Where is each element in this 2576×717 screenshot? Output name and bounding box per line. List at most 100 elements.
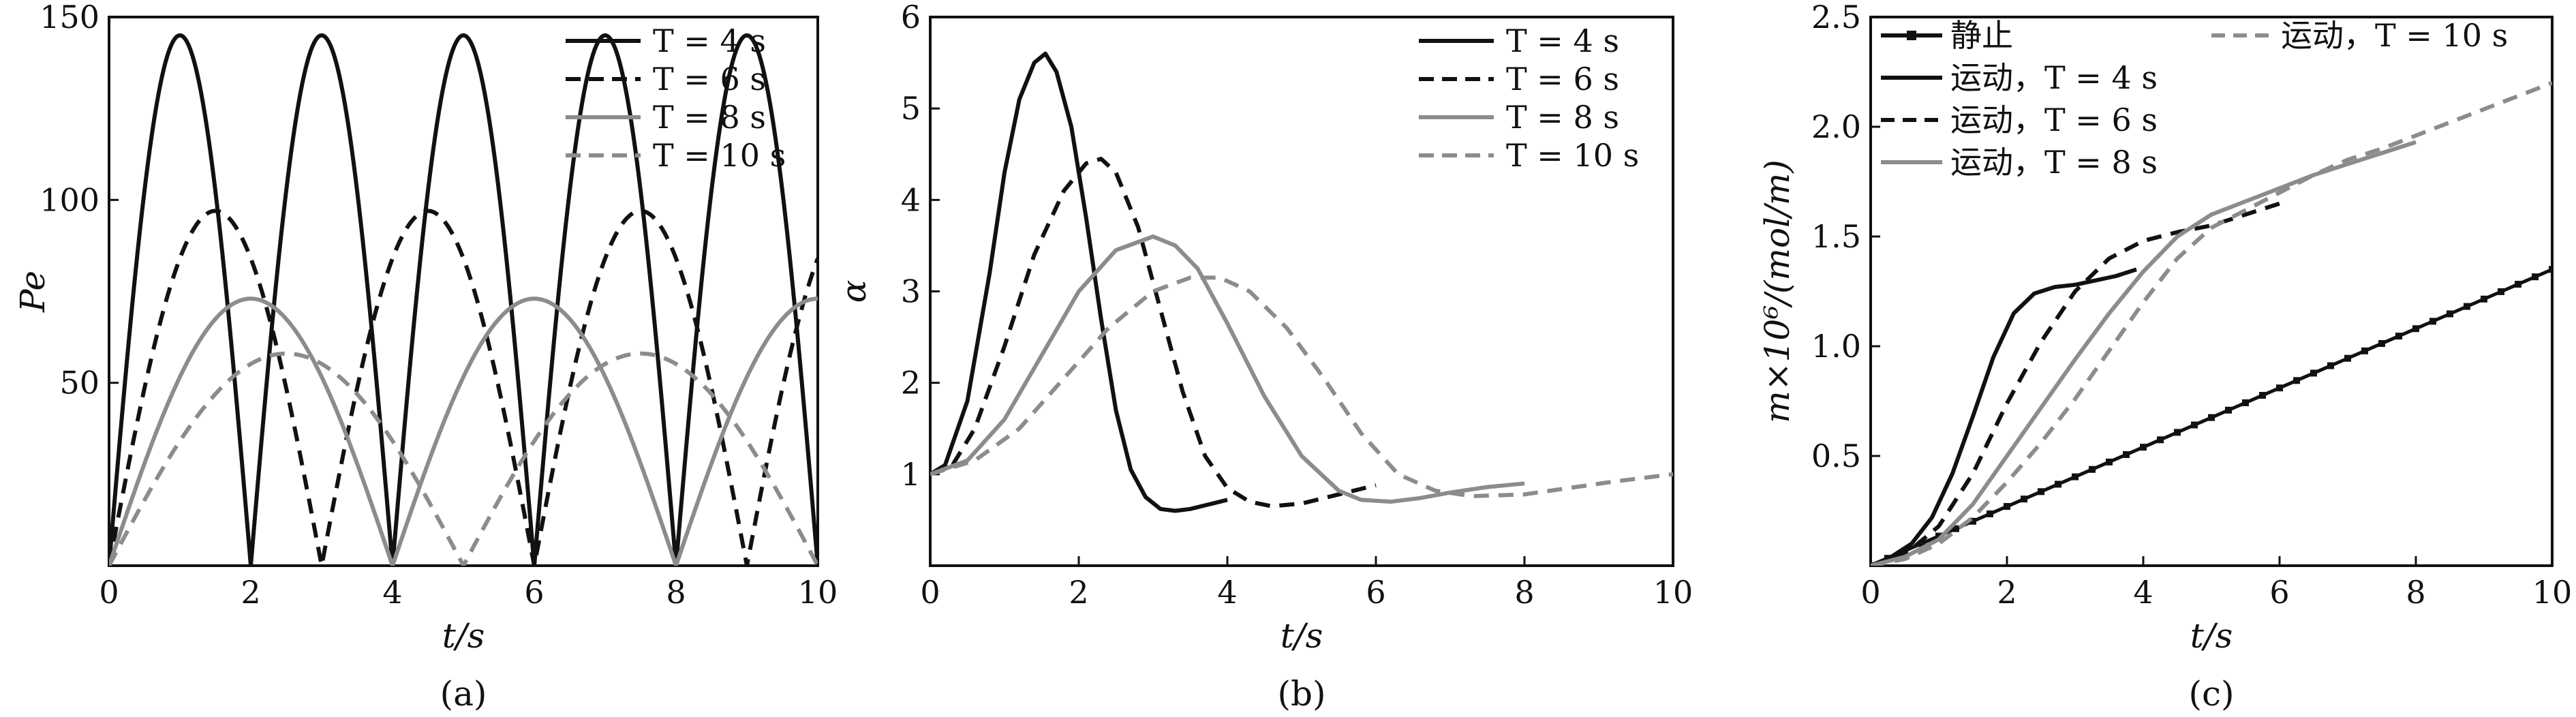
series-marker xyxy=(2038,488,2044,495)
legend: T = 4 sT = 6 sT = 8 sT = 10 s xyxy=(1419,22,1639,174)
legend-label: T = 4 s xyxy=(653,22,766,59)
legend-label: T = 6 s xyxy=(1506,61,1619,97)
series-marker xyxy=(2429,318,2436,325)
x-tick-label: 10 xyxy=(1653,574,1693,611)
panel-caption: (a) xyxy=(440,674,487,714)
x-tick-label: 8 xyxy=(2406,574,2425,611)
series-line xyxy=(109,209,818,566)
series-marker xyxy=(2361,347,2368,354)
x-tick-label: 0 xyxy=(99,574,119,611)
series-marker xyxy=(2464,303,2470,310)
series-marker xyxy=(2549,266,2552,273)
series-line xyxy=(1871,267,2137,566)
series-marker xyxy=(1952,525,1959,532)
x-tick-label: 2 xyxy=(1997,574,2017,611)
series-marker xyxy=(2157,436,2164,444)
legend-label: T = 4 s xyxy=(1506,22,1619,59)
series-marker xyxy=(2174,429,2181,436)
x-tick-label: 0 xyxy=(920,574,940,611)
panel-c: 0 2 4 6 8 10 0.5 1.0 1.5 2.0 2.5 t/s m×10⁶/(mol/m) (c… xyxy=(1758,0,2572,714)
series-line xyxy=(1871,80,2552,566)
series-marker xyxy=(2123,451,2130,458)
x-tick-label: 4 xyxy=(2133,574,2153,611)
x-tick-label: 2 xyxy=(1069,574,1088,611)
legend-label: T = 10 s xyxy=(1506,137,1639,174)
x-tick-label: 6 xyxy=(2269,574,2289,611)
series-marker xyxy=(2004,503,2010,510)
series-marker xyxy=(1987,510,1993,517)
series-marker xyxy=(2072,473,2079,480)
y-tick-label: 0.5 xyxy=(1811,438,1861,474)
legend-label: T = 6 s xyxy=(653,61,766,97)
y-tick-label: 6 xyxy=(901,0,921,35)
x-tick-label: 10 xyxy=(2532,574,2573,611)
x-tick-label: 8 xyxy=(1514,574,1534,611)
x-tick-label: 4 xyxy=(382,574,402,611)
x-tick-label: 10 xyxy=(798,574,838,611)
series-marker xyxy=(2447,310,2453,318)
series-group xyxy=(109,33,818,566)
legend-marker xyxy=(1907,31,1916,40)
legend-label: 运动，T = 8 s xyxy=(1950,144,2158,181)
series-marker xyxy=(2106,458,2113,466)
y-tick-label: 3 xyxy=(901,273,921,310)
series-marker xyxy=(2344,354,2351,362)
series-marker xyxy=(1969,517,1976,525)
panel-caption: (b) xyxy=(1277,674,1325,714)
series-marker xyxy=(2021,495,2027,503)
legend-label: 运动，T = 4 s xyxy=(1950,59,2158,96)
series-marker xyxy=(2481,295,2487,303)
y-tick-label: 2.0 xyxy=(1811,108,1861,145)
y-tick-label: 1.5 xyxy=(1811,218,1861,255)
series-marker xyxy=(2412,325,2419,333)
series-group xyxy=(930,51,1673,513)
series-line xyxy=(930,157,1377,508)
x-tick-label: 8 xyxy=(666,574,686,611)
x-tick-label: 0 xyxy=(1860,574,1880,611)
legend-label: T = 8 s xyxy=(653,99,766,136)
y-tick-label: 1.0 xyxy=(1811,328,1861,365)
series-marker xyxy=(2089,466,2096,473)
series-marker xyxy=(1918,540,1925,547)
panel-caption: (c) xyxy=(2188,674,2234,714)
y-tick-label: 50 xyxy=(59,365,99,401)
series-marker xyxy=(2225,406,2232,414)
series-marker xyxy=(2327,362,2334,369)
x-tick-label: 2 xyxy=(241,574,260,611)
x-tick-label: 6 xyxy=(524,574,544,611)
legend: T = 4 sT = 6 sT = 8 sT = 10 s xyxy=(566,22,786,174)
series-marker xyxy=(2276,384,2283,392)
x-axis-label: t/s xyxy=(1281,616,1323,656)
legend-label: T = 8 s xyxy=(1506,99,1619,136)
series-marker xyxy=(1935,532,1942,540)
y-tick-label: 1 xyxy=(901,456,921,493)
x-tick-label: 6 xyxy=(1366,574,1385,611)
series-line xyxy=(109,33,818,566)
y-tick-label: 5 xyxy=(901,90,921,127)
x-tick-label: 4 xyxy=(1217,574,1237,611)
series-marker xyxy=(2515,281,2521,288)
y-tick-label: 4 xyxy=(901,181,921,218)
series-line xyxy=(930,275,1673,498)
legend-label: 运动，T = 10 s xyxy=(2281,17,2508,54)
x-axis-label: t/s xyxy=(442,616,485,656)
series-marker xyxy=(2498,288,2504,295)
plot-frame xyxy=(1869,16,2554,567)
legend-label: 静止 xyxy=(1950,17,2013,54)
series-marker xyxy=(2055,480,2061,488)
series-marker xyxy=(2191,421,2198,429)
y-tick-label: 2.5 xyxy=(1811,0,1861,35)
y-tick-label: 150 xyxy=(40,0,99,35)
series-marker xyxy=(1901,547,1908,555)
y-axis-label: m×10⁶/(mol/m) xyxy=(1758,159,1797,423)
series-marker xyxy=(2140,444,2147,451)
series-marker xyxy=(2378,339,2385,347)
y-axis-label: α xyxy=(834,280,874,303)
y-axis-label: Pe xyxy=(13,271,52,313)
x-axis-label: t/s xyxy=(2190,616,2233,656)
series-marker xyxy=(2293,377,2300,384)
